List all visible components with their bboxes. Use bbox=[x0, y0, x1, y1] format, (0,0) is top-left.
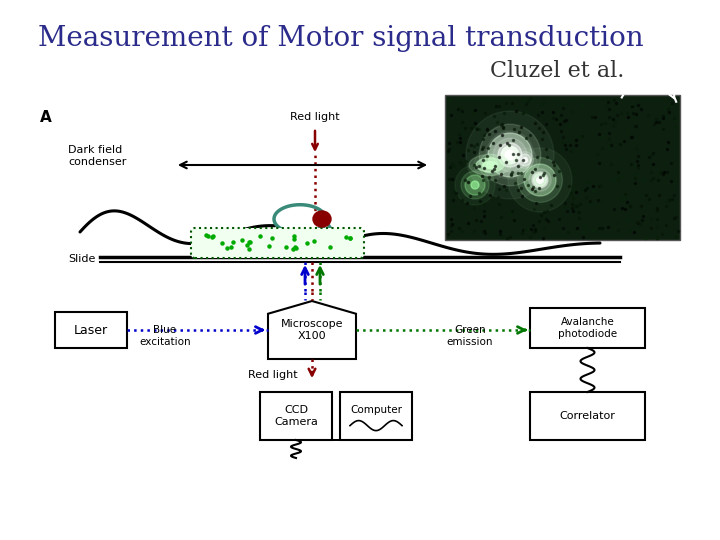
FancyBboxPatch shape bbox=[530, 308, 645, 348]
Circle shape bbox=[523, 158, 527, 163]
Circle shape bbox=[534, 173, 546, 186]
Text: Measurement of Motor signal transduction: Measurement of Motor signal transduction bbox=[38, 25, 644, 52]
Circle shape bbox=[519, 154, 531, 166]
Circle shape bbox=[488, 133, 532, 177]
Bar bbox=[445, 95, 680, 240]
Circle shape bbox=[480, 124, 541, 186]
Circle shape bbox=[501, 146, 519, 164]
Polygon shape bbox=[483, 161, 497, 168]
Circle shape bbox=[508, 148, 572, 212]
Circle shape bbox=[487, 162, 493, 168]
FancyBboxPatch shape bbox=[55, 312, 127, 348]
Circle shape bbox=[461, 171, 489, 199]
Ellipse shape bbox=[313, 211, 331, 227]
Circle shape bbox=[471, 181, 479, 189]
Circle shape bbox=[524, 164, 556, 196]
Text: Correlator: Correlator bbox=[559, 411, 616, 421]
Text: Slide: Slide bbox=[68, 254, 95, 264]
Polygon shape bbox=[469, 154, 511, 176]
Circle shape bbox=[455, 165, 495, 205]
Text: Cluzel et al.: Cluzel et al. bbox=[490, 60, 624, 82]
Text: Blue
excitation: Blue excitation bbox=[139, 325, 191, 347]
Text: Avalanche
photodiode: Avalanche photodiode bbox=[558, 317, 617, 339]
Circle shape bbox=[486, 131, 534, 179]
Text: CCD
Camera: CCD Camera bbox=[274, 405, 318, 427]
Text: Green
emission: Green emission bbox=[446, 325, 493, 347]
Circle shape bbox=[517, 152, 534, 168]
Circle shape bbox=[524, 164, 556, 196]
Circle shape bbox=[479, 154, 501, 176]
Text: Dark field
condenser: Dark field condenser bbox=[68, 145, 127, 167]
Circle shape bbox=[513, 148, 537, 172]
Text: A: A bbox=[40, 110, 52, 125]
Circle shape bbox=[518, 158, 562, 202]
FancyBboxPatch shape bbox=[340, 392, 412, 440]
Circle shape bbox=[498, 143, 522, 167]
Circle shape bbox=[466, 111, 554, 199]
Text: Computer: Computer bbox=[350, 406, 402, 415]
FancyBboxPatch shape bbox=[530, 392, 645, 440]
Text: Red light: Red light bbox=[290, 112, 340, 122]
Text: Red light: Red light bbox=[248, 370, 297, 380]
Circle shape bbox=[528, 169, 552, 191]
Circle shape bbox=[482, 157, 498, 173]
Circle shape bbox=[493, 138, 527, 172]
Circle shape bbox=[474, 149, 506, 181]
Circle shape bbox=[537, 177, 543, 183]
Text: Laser: Laser bbox=[74, 323, 108, 336]
Text: Microscope
X100: Microscope X100 bbox=[281, 319, 343, 341]
Polygon shape bbox=[476, 158, 504, 172]
Circle shape bbox=[465, 175, 485, 195]
FancyBboxPatch shape bbox=[191, 228, 364, 258]
FancyBboxPatch shape bbox=[260, 392, 332, 440]
Circle shape bbox=[532, 172, 548, 188]
Circle shape bbox=[505, 150, 515, 160]
